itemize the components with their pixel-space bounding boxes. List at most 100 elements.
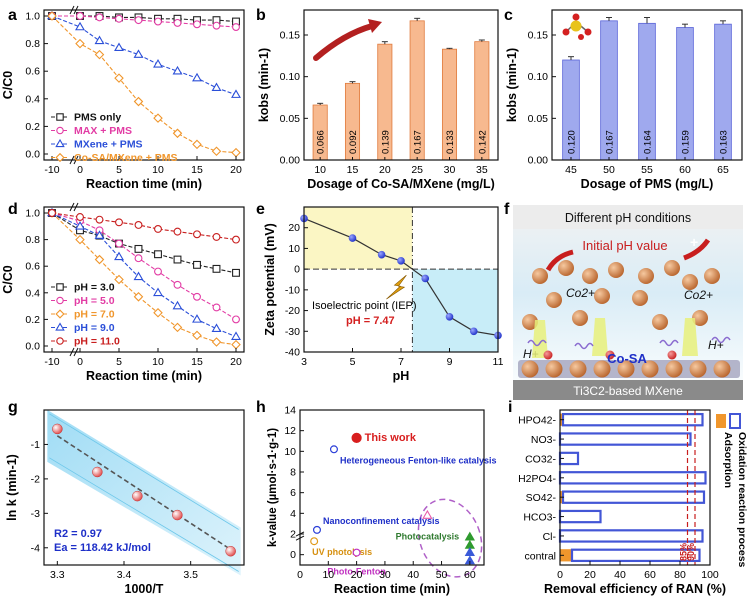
illustration-f-subtitle: Initial pH value	[582, 238, 667, 253]
bar-data-label: 0.139	[380, 130, 391, 154]
cobalt-ion-icon	[682, 274, 698, 290]
confidence-band	[47, 409, 241, 576]
data-point	[211, 337, 222, 347]
proton-icon	[667, 350, 677, 360]
data-point	[76, 12, 84, 20]
legend-marker	[55, 152, 65, 163]
panel-label-a: a	[8, 7, 17, 24]
chart-a: -10 0 5 10 15 20 0.0 0.2 0.4 0.6 0.8 1.0 Reaction ti…	[1, 5, 245, 191]
data-point	[95, 13, 104, 22]
data-point	[172, 509, 183, 521]
legend-swatch-adsorption	[716, 414, 726, 428]
data-point	[154, 225, 162, 233]
y-tick-label: 0.00	[280, 155, 301, 167]
x-tick-label: 30	[379, 569, 391, 581]
data-point	[115, 14, 123, 23]
data-point	[352, 548, 361, 557]
y-tick-label: 6	[290, 487, 296, 499]
legend-marker	[56, 126, 64, 135]
x-tick-label: 20	[230, 356, 242, 368]
x-tick-label: -10	[44, 164, 59, 176]
x-tick-label: 50	[603, 164, 615, 176]
data-point	[76, 213, 84, 221]
data-point	[94, 49, 105, 60]
legend-label: pH = 11.0	[74, 336, 120, 348]
data-point	[173, 255, 182, 264]
x-tick-label: 10	[152, 356, 164, 368]
x-tick-label: 15	[347, 164, 359, 176]
bar-data-label: 0.142	[477, 130, 488, 154]
legend-marker	[56, 337, 64, 345]
chart-b: 0.066 10 0.092 15 0.139 20 0.167 25 0.133 30 0.142…	[257, 9, 499, 191]
plot-frame	[551, 9, 743, 161]
y-tick-label: -2	[31, 473, 40, 485]
data-point	[133, 96, 144, 107]
cobalt-ion-icon	[582, 268, 598, 284]
co-ion-left-label: Co2+	[566, 286, 595, 300]
bar-data-label: 0.092	[348, 130, 359, 154]
legend-marker	[55, 309, 65, 319]
plot-frame	[43, 206, 245, 353]
bar-data-label: 0.066	[316, 130, 327, 154]
vibration-wave-icon	[574, 342, 594, 350]
surface-site-icon	[593, 360, 611, 378]
y-axis-label: C/C0	[1, 71, 15, 100]
panel-label-d: d	[8, 201, 18, 218]
molecule-oxygen-icon	[572, 13, 580, 21]
data-point	[377, 250, 386, 259]
x-tick-label: 5	[116, 164, 122, 176]
data-point	[231, 331, 241, 340]
surface-site-icon	[665, 360, 683, 378]
cobalt-ion-icon	[704, 268, 720, 284]
chart-g: 3.3 3.4 3.5 -4 -3 -2 -1 1000/T ln k (min-1) R2 = …	[5, 409, 245, 596]
bar-data-label: 0.159	[681, 130, 692, 154]
data-point	[114, 42, 124, 52]
y-tick-label: 0.05	[528, 113, 549, 125]
cobalt-ion-icon	[558, 260, 574, 276]
data-point	[153, 307, 163, 318]
co-ion-right-label: Co2+	[684, 288, 713, 302]
data-point	[92, 466, 103, 478]
point-label: Photocatalysis	[396, 531, 460, 541]
panel-label-i: i	[508, 399, 512, 416]
data-point	[348, 234, 357, 242]
y-tick-label: 1.0	[25, 208, 40, 220]
legend-label: Adsorption	[722, 432, 734, 488]
data-point	[153, 113, 163, 123]
data-point	[193, 292, 201, 301]
data-point	[464, 531, 475, 541]
legend-marker	[55, 138, 65, 148]
x-tick-label: 0	[557, 569, 563, 581]
x-tick-label: 3	[301, 356, 307, 368]
annotation-r2: R2 = 0.97	[54, 528, 102, 540]
x-tick-label: 0	[297, 569, 303, 581]
legend-label: Oxidation reaction process	[736, 432, 748, 568]
data-point	[351, 432, 362, 443]
x-tick-label: 50	[436, 569, 448, 581]
data-point	[75, 234, 85, 245]
x-axis-label: 1000/T	[125, 582, 164, 596]
data-point	[115, 239, 123, 248]
legend-marker	[56, 283, 64, 291]
y-tick-label: 1.0	[25, 11, 40, 23]
y-tick-label: -1	[31, 439, 40, 451]
data-point	[211, 82, 222, 92]
x-tick-label: 60	[644, 569, 656, 581]
chart-h: This work Heterogeneous Fenton-like catal…	[267, 405, 497, 597]
data-point	[310, 537, 319, 546]
arrow-left-icon	[545, 249, 574, 272]
y-tick-label: 0.4	[25, 93, 40, 105]
y-tick-label: -40	[285, 347, 300, 359]
bar-data-label: 0.167	[605, 130, 616, 154]
proton-icon	[605, 350, 615, 360]
x-axis-label: Reaction time (min)	[334, 582, 450, 596]
data-point	[421, 274, 430, 283]
panel-label-f: f	[504, 201, 510, 218]
y-tick-label: 0	[294, 264, 300, 276]
interaction-beam	[532, 320, 548, 358]
y-tick-label: -20	[285, 305, 300, 317]
surface-site-icon	[689, 360, 707, 378]
axis-break-mark	[69, 202, 75, 212]
reference-line-label: 90%	[686, 543, 696, 561]
